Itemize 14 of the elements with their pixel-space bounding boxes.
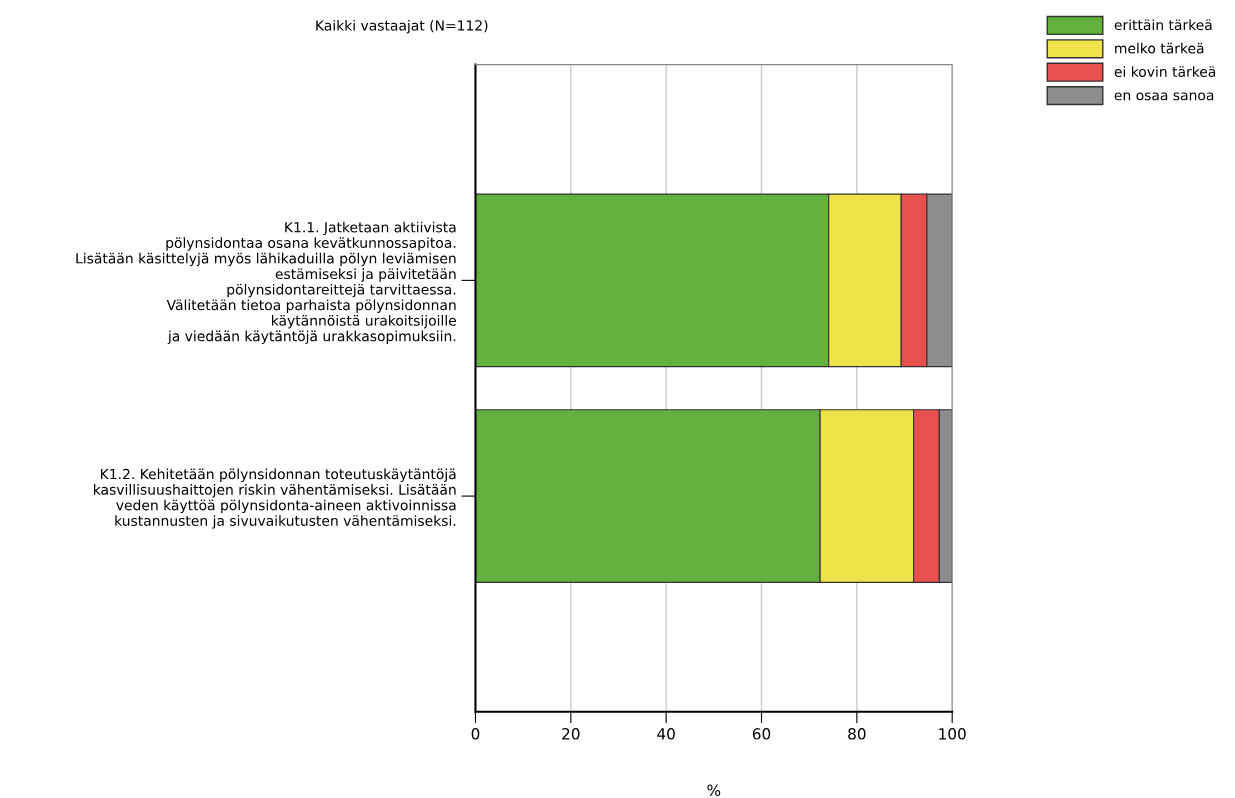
x-tick-label: 60 [752, 728, 771, 740]
x-tick-label: 0 [471, 728, 480, 740]
x-axis-title: % [707, 784, 721, 797]
x-tick-label: 40 [657, 728, 675, 740]
legend-label: en osaa sanoa [1114, 92, 1214, 101]
legend-label: melko tärkeä [1115, 42, 1204, 54]
x-tick-label: 100 [939, 728, 966, 740]
legend-label: ei kovin tärkeä [1114, 66, 1216, 77]
x-tick-label: 20 [562, 728, 580, 740]
y-tick-label: K1.2. Kehitetään pölynsidonnan toteutuskäytäntöjä kasvillisuushaittojen riskin vähentämiseksi. Lisätään veden käyttöä pölynsidonta-aineen aktivoinnissa kustannusten ja sivuvaikutusten vähentämiseksi. [94, 468, 456, 529]
x-tick-label: 80 [848, 728, 866, 740]
y-tick-label: K1.1. Jatketaan aktiivista pölynsidontaa osana kevätkunnossapitoa. Lisätään käsittelyjä myös lähikaduilla pölyn leviämisen estämiseksi ja päivitetään pölynsidontareittejä tarvittaessa. Välitetään tietoa parhaista pölynsidonnan käytännöistä urakoitsijoille ja viedään käytäntöjä urakkasopimuksiin. [76, 221, 456, 345]
legend-label: erittäin tärkeä [1114, 19, 1212, 31]
chart-title: Kaikki vastaajat (N=112) [316, 19, 488, 34]
